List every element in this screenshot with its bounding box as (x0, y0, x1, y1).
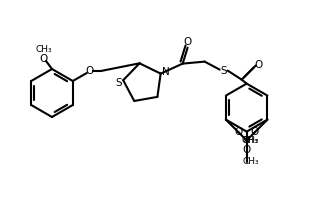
Text: CH₃: CH₃ (243, 136, 259, 145)
Text: O: O (243, 145, 251, 155)
Text: CH₃: CH₃ (242, 157, 259, 166)
Text: CH₃: CH₃ (36, 45, 52, 53)
Text: CH₃: CH₃ (242, 136, 259, 145)
Text: N: N (162, 67, 169, 77)
Text: O: O (40, 54, 48, 64)
Text: O: O (86, 66, 94, 76)
Text: O: O (184, 37, 192, 47)
Text: O: O (255, 60, 263, 70)
Text: O: O (251, 127, 259, 137)
Text: O: O (234, 127, 243, 137)
Text: S: S (220, 66, 227, 76)
Text: S: S (115, 78, 122, 88)
